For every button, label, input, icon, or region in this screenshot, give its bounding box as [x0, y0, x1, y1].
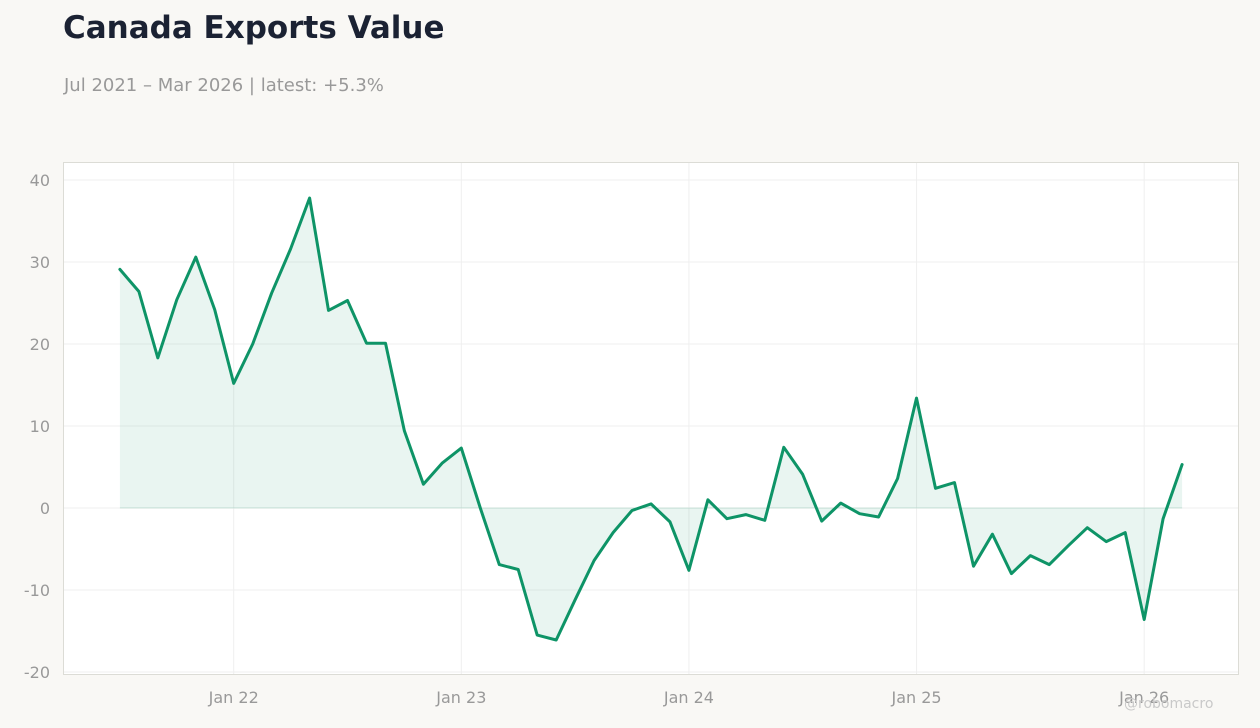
x-tick-label: Jan 22 [208, 688, 259, 707]
grid-lines [63, 162, 1239, 675]
data-point [289, 247, 292, 250]
series-line [118, 196, 1184, 642]
y-tick-label: -10 [24, 581, 50, 600]
data-point [194, 256, 197, 259]
data-point [251, 343, 254, 346]
watermark: @robomacro [1124, 696, 1214, 712]
data-point [706, 498, 709, 501]
data-point [1143, 618, 1146, 621]
data-point [555, 639, 558, 642]
data-point [498, 563, 501, 566]
data-point [858, 512, 861, 515]
data-point [631, 509, 634, 512]
y-tick-label: 10 [30, 417, 50, 436]
data-point [668, 520, 671, 523]
data-point [232, 382, 235, 385]
data-point [346, 299, 349, 302]
data-point [384, 342, 387, 345]
data-point [441, 461, 444, 464]
data-point [517, 568, 520, 571]
data-point [896, 477, 899, 480]
data-point [839, 502, 842, 505]
data-point [327, 309, 330, 312]
data-point [1162, 517, 1165, 520]
data-point [877, 516, 880, 519]
data-point [137, 290, 140, 293]
data-point [308, 197, 311, 200]
data-point [156, 356, 159, 359]
data-point [915, 397, 918, 400]
chart-title: Canada Exports Value [63, 10, 445, 46]
y-tick-label: -20 [24, 663, 50, 682]
x-tick-label: Jan 26 [1118, 688, 1169, 707]
y-tick-label: 40 [30, 171, 50, 190]
data-point [479, 507, 482, 510]
data-point [574, 598, 577, 601]
data-point [536, 634, 539, 637]
x-axis-labels: Jan 22 Jan 23 Jan 24 Jan 25 Jan 26 [208, 688, 1170, 707]
data-point [365, 342, 368, 345]
data-point [593, 559, 596, 562]
data-point [801, 473, 804, 476]
data-point [991, 533, 994, 536]
data-point [213, 308, 216, 311]
x-tick-label: Jan 25 [890, 688, 941, 707]
data-point [1010, 572, 1013, 575]
data-point [1181, 463, 1184, 466]
data-point [612, 531, 615, 534]
data-point [460, 447, 463, 450]
data-point [270, 292, 273, 295]
data-point [1086, 526, 1089, 529]
data-point [422, 483, 425, 486]
data-point [1105, 540, 1108, 543]
area-fill [119, 198, 1183, 640]
data-point [820, 520, 823, 523]
x-tick-label: Jan 24 [663, 688, 714, 707]
data-point [118, 268, 121, 271]
data-point [744, 513, 747, 516]
data-point [1124, 531, 1127, 534]
y-axis-labels: -20 -10 0 10 20 30 40 [24, 171, 50, 682]
data-point [1048, 563, 1051, 566]
data-point [650, 502, 653, 505]
y-tick-label: 0 [40, 499, 50, 518]
data-point [953, 481, 956, 484]
data-point [175, 298, 178, 301]
chart-subtitle: Jul 2021 – Mar 2026 | latest: +5.3% [64, 75, 384, 96]
data-point [972, 565, 975, 568]
x-tick-label: Jan 23 [435, 688, 486, 707]
data-point [687, 569, 690, 572]
y-tick-label: 20 [30, 335, 50, 354]
data-point [782, 446, 785, 449]
data-point [725, 517, 728, 520]
data-point [1067, 544, 1070, 547]
data-point [1029, 554, 1032, 557]
plot-frame [63, 162, 1239, 675]
data-point [934, 487, 937, 490]
y-tick-label: 30 [30, 253, 50, 272]
data-point [403, 429, 406, 432]
data-point [763, 519, 766, 522]
